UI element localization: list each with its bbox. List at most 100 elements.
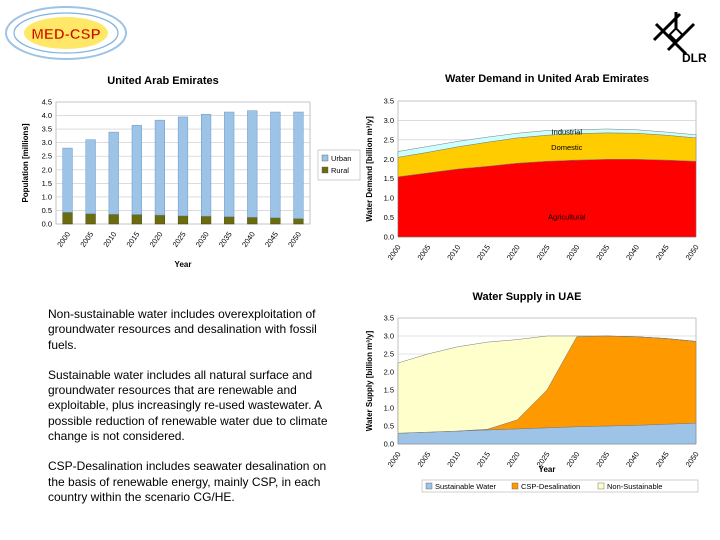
area-non-sustainable: [397, 335, 697, 434]
bar-urban: [85, 139, 96, 214]
y-tick-label: 4.0: [42, 111, 52, 120]
x-tick-label: 2015: [125, 230, 142, 249]
x-tick-label: 2035: [594, 243, 611, 262]
y-tick-label: 3.0: [384, 332, 394, 341]
svg-text:DLR: DLR: [682, 51, 707, 65]
y-axis-label: Population [millions]: [21, 123, 30, 202]
x-tick-label: 2015: [475, 450, 492, 469]
x-tick-label: 2005: [415, 450, 432, 469]
bar-rural: [224, 216, 235, 225]
x-tick-label: 2005: [415, 243, 432, 262]
bar-urban: [62, 147, 73, 213]
water-supply-chart: Water Supply in UAE 0.0 0.5 1.0 1.5 2.0 2.5 3.0…: [365, 291, 701, 493]
x-tick-label: 2000: [386, 243, 403, 262]
y-tick-label: 3.5: [384, 97, 394, 106]
x-tick-label: 2040: [240, 230, 257, 249]
legend-swatch: [511, 482, 519, 490]
bar-rural: [108, 213, 119, 225]
y-tick-label: 0.0: [42, 220, 52, 229]
y-tick-label: 3.5: [42, 125, 52, 134]
legend-label: Urban: [331, 154, 351, 163]
x-tick-label: 2010: [445, 243, 462, 262]
legend-label: Sustainable Water: [435, 482, 497, 491]
y-tick-label: 2.0: [384, 155, 394, 164]
bar-rural: [131, 214, 142, 225]
bar-rural: [177, 215, 189, 225]
x-tick-label: 2020: [148, 230, 165, 249]
legend: Urban Rural: [317, 149, 361, 181]
bar-rural: [85, 213, 96, 225]
y-tick-label: 0.0: [384, 440, 394, 449]
bar-rural: [293, 218, 304, 225]
bar-urban: [270, 111, 281, 219]
y-tick-label: 0.5: [42, 206, 52, 215]
x-tick-label: 2000: [55, 230, 72, 249]
x-tick-label: 2050: [286, 230, 303, 249]
x-tick-label: 2035: [594, 450, 611, 469]
y-tick-label: 1.0: [384, 404, 394, 413]
csp-desalination-note: CSP-Desalination includes seawater desal…: [48, 459, 327, 504]
sustainable-note: Sustainable water includes all natural s…: [48, 367, 328, 444]
x-tick-label: 2025: [535, 243, 552, 262]
x-tick-label: 2025: [171, 230, 188, 249]
legend-label: Non-Sustainable: [607, 482, 662, 491]
x-tick-label: 2045: [654, 243, 671, 262]
chart-title: Water Demand in United Arab Emirates: [445, 73, 649, 85]
area-label: Agricultural: [548, 213, 586, 222]
legend-label: Rural: [331, 166, 349, 175]
bar-rural: [247, 216, 258, 225]
x-tick-label: 2050: [684, 243, 701, 262]
non-sustainable-note: Non-sustainable water includes overexplo…: [48, 307, 317, 352]
y-tick-label: 2.0: [384, 368, 394, 377]
y-tick-label: 1.5: [42, 179, 52, 188]
bar-urban: [154, 119, 166, 216]
y-axis-label: Water Demand [billion m³/y]: [365, 116, 374, 222]
x-tick-label: 2030: [564, 450, 581, 469]
y-tick-label: 1.0: [42, 192, 52, 201]
area-industrial: [397, 128, 697, 158]
x-tick-label: 2045: [654, 450, 671, 469]
x-tick-label: 2035: [217, 230, 234, 249]
bar-urban: [177, 116, 189, 217]
y-tick-label: 2.0: [42, 165, 52, 174]
y-tick-label: 2.5: [384, 350, 394, 359]
population-chart: United Arab Emirates 0.0 0.5 1.0 1.5 2.0 2.5 3.…: [21, 75, 361, 269]
y-tick-label: 4.5: [42, 98, 52, 107]
bar-urban: [247, 110, 258, 218]
chart-title: Water Supply in UAE: [473, 291, 582, 303]
x-tick-label: 2005: [78, 230, 95, 249]
x-tick-label: 2040: [624, 450, 641, 469]
explanation-text: Non-sustainable water includes overexplo…: [48, 307, 338, 520]
x-tick-label: 2000: [386, 450, 403, 469]
y-tick-label: 2.5: [384, 135, 394, 144]
dlr-logo: DLR: [652, 12, 707, 65]
area-label: Domestic: [551, 143, 583, 152]
x-tick-label: 2040: [624, 243, 641, 262]
y-tick-label: 3.0: [42, 138, 52, 147]
legend-swatch: [597, 482, 605, 490]
y-tick-label: 3.5: [384, 314, 394, 323]
x-tick-label: 2010: [445, 450, 462, 469]
x-tick-label: 2020: [505, 450, 522, 469]
water-demand-chart: Water Demand in United Arab Emirates 0.0 0…: [365, 73, 701, 262]
legend-swatch: [321, 166, 329, 174]
x-tick-label: 2050: [684, 450, 701, 469]
x-axis-label: Year: [539, 465, 556, 474]
chart-title: United Arab Emirates: [107, 75, 218, 87]
y-tick-label: 1.5: [384, 386, 394, 395]
area-label: Industrial: [552, 128, 583, 137]
x-axis-label: Year: [175, 260, 192, 269]
x-tick-label: 2030: [194, 230, 211, 249]
bar-urban: [224, 111, 235, 217]
legend-swatch: [321, 154, 329, 162]
svg-text:MED-CSP: MED-CSP: [31, 26, 100, 43]
x-tick-label: 2020: [505, 243, 522, 262]
x-tick-label: 2030: [564, 243, 581, 262]
x-tick-label: 2045: [263, 230, 280, 249]
y-tick-label: 2.5: [42, 152, 52, 161]
bar-rural: [200, 215, 212, 225]
med-csp-logo: MED-CSP: [5, 6, 127, 60]
y-tick-label: 0.5: [384, 422, 394, 431]
bar-urban: [200, 113, 212, 217]
bar-rural: [270, 217, 281, 225]
